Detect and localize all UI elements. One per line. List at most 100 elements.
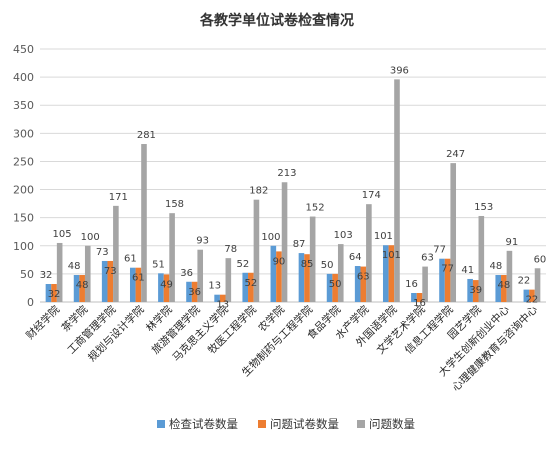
data-label: 32 bbox=[48, 289, 61, 300]
data-label: 101 bbox=[382, 250, 401, 261]
bar bbox=[394, 79, 400, 302]
bar bbox=[276, 251, 282, 302]
y-tick-label: 50 bbox=[20, 268, 34, 281]
data-label: 16 bbox=[413, 298, 426, 309]
data-label: 158 bbox=[165, 199, 184, 210]
bar bbox=[416, 293, 423, 302]
bar bbox=[186, 281, 192, 302]
data-label: 60 bbox=[534, 254, 547, 265]
bar bbox=[529, 289, 535, 302]
data-label: 61 bbox=[132, 273, 145, 284]
data-label: 78 bbox=[224, 244, 237, 255]
y-tick-label: 400 bbox=[13, 71, 34, 84]
bar bbox=[450, 163, 457, 302]
bar bbox=[281, 182, 288, 302]
data-label: 48 bbox=[489, 261, 502, 272]
bar bbox=[388, 245, 395, 302]
data-label: 63 bbox=[357, 272, 370, 283]
data-label: 100 bbox=[81, 232, 100, 243]
data-label: 90 bbox=[273, 256, 286, 267]
bar bbox=[84, 245, 91, 302]
data-label: 152 bbox=[306, 203, 325, 214]
data-label: 16 bbox=[405, 279, 418, 290]
data-label: 36 bbox=[180, 268, 193, 279]
y-tick-label: 200 bbox=[13, 184, 34, 197]
bar bbox=[248, 272, 254, 302]
bar bbox=[332, 273, 338, 302]
bar bbox=[411, 293, 417, 302]
data-labels: 32 32 105 48 48 100 73 73 171 61 61 281 51 49 158 36 36 9… bbox=[40, 65, 547, 310]
bar bbox=[113, 205, 119, 302]
bar bbox=[326, 273, 333, 302]
bar bbox=[501, 275, 507, 302]
data-label: 52 bbox=[244, 278, 257, 289]
bar bbox=[354, 266, 361, 302]
bar bbox=[45, 284, 52, 302]
data-label: 247 bbox=[446, 149, 465, 160]
bar bbox=[197, 249, 204, 302]
data-label: 171 bbox=[109, 192, 128, 203]
bar bbox=[360, 266, 367, 302]
bar bbox=[309, 216, 316, 302]
bar bbox=[478, 215, 485, 302]
bar bbox=[129, 267, 136, 302]
bar bbox=[337, 244, 344, 302]
bar bbox=[439, 258, 445, 302]
data-label: 41 bbox=[461, 265, 474, 276]
data-label: 73 bbox=[104, 266, 117, 277]
data-label: 36 bbox=[188, 287, 201, 298]
bar bbox=[158, 273, 164, 302]
bar bbox=[382, 245, 389, 302]
bar bbox=[225, 258, 232, 302]
chart-title: 各教学单位试卷检查情况 bbox=[199, 12, 354, 29]
y-tick-label: 450 bbox=[13, 43, 34, 56]
bar bbox=[495, 275, 502, 302]
data-label: 213 bbox=[277, 168, 296, 179]
data-label: 105 bbox=[53, 229, 72, 240]
bar bbox=[73, 275, 80, 302]
data-label: 174 bbox=[362, 190, 381, 201]
data-label: 48 bbox=[68, 261, 81, 272]
data-label: 13 bbox=[216, 300, 229, 311]
bar bbox=[506, 250, 513, 302]
bar bbox=[298, 253, 305, 302]
data-label: 77 bbox=[433, 245, 446, 256]
data-label: 48 bbox=[76, 280, 89, 291]
data-label: 49 bbox=[160, 279, 173, 290]
data-label: 182 bbox=[249, 186, 268, 197]
bar bbox=[79, 275, 85, 302]
y-tick-label: 150 bbox=[13, 212, 34, 225]
data-label: 32 bbox=[40, 270, 53, 281]
legend-label: 问题数量 bbox=[369, 417, 415, 431]
y-tick-label: 100 bbox=[13, 240, 34, 253]
bar bbox=[253, 199, 260, 302]
data-label: 51 bbox=[152, 259, 165, 270]
bar bbox=[214, 294, 220, 302]
bar bbox=[107, 260, 114, 302]
bar bbox=[366, 204, 372, 302]
legend-swatch bbox=[357, 420, 365, 428]
legend-label: 检查试卷数量 bbox=[169, 417, 238, 431]
bar bbox=[51, 284, 57, 302]
legend: 检查试卷数量 问题试卷数量 问题数量 bbox=[157, 417, 415, 431]
bars bbox=[45, 79, 541, 302]
data-label: 13 bbox=[208, 281, 221, 292]
gridlines bbox=[40, 48, 546, 303]
data-label: 85 bbox=[301, 259, 314, 270]
bar bbox=[422, 266, 428, 302]
data-label: 93 bbox=[196, 236, 209, 247]
bar bbox=[534, 268, 541, 302]
y-tick-label: 250 bbox=[13, 155, 34, 168]
data-label: 101 bbox=[374, 231, 393, 242]
data-label: 50 bbox=[321, 260, 334, 271]
y-tick-label: 300 bbox=[13, 127, 34, 140]
bar bbox=[101, 260, 108, 302]
bar bbox=[141, 144, 147, 302]
data-label: 22 bbox=[526, 295, 539, 306]
data-label: 103 bbox=[334, 230, 353, 241]
y-tick-label: 350 bbox=[13, 99, 34, 112]
data-label: 281 bbox=[137, 130, 156, 141]
data-label: 22 bbox=[518, 276, 531, 287]
